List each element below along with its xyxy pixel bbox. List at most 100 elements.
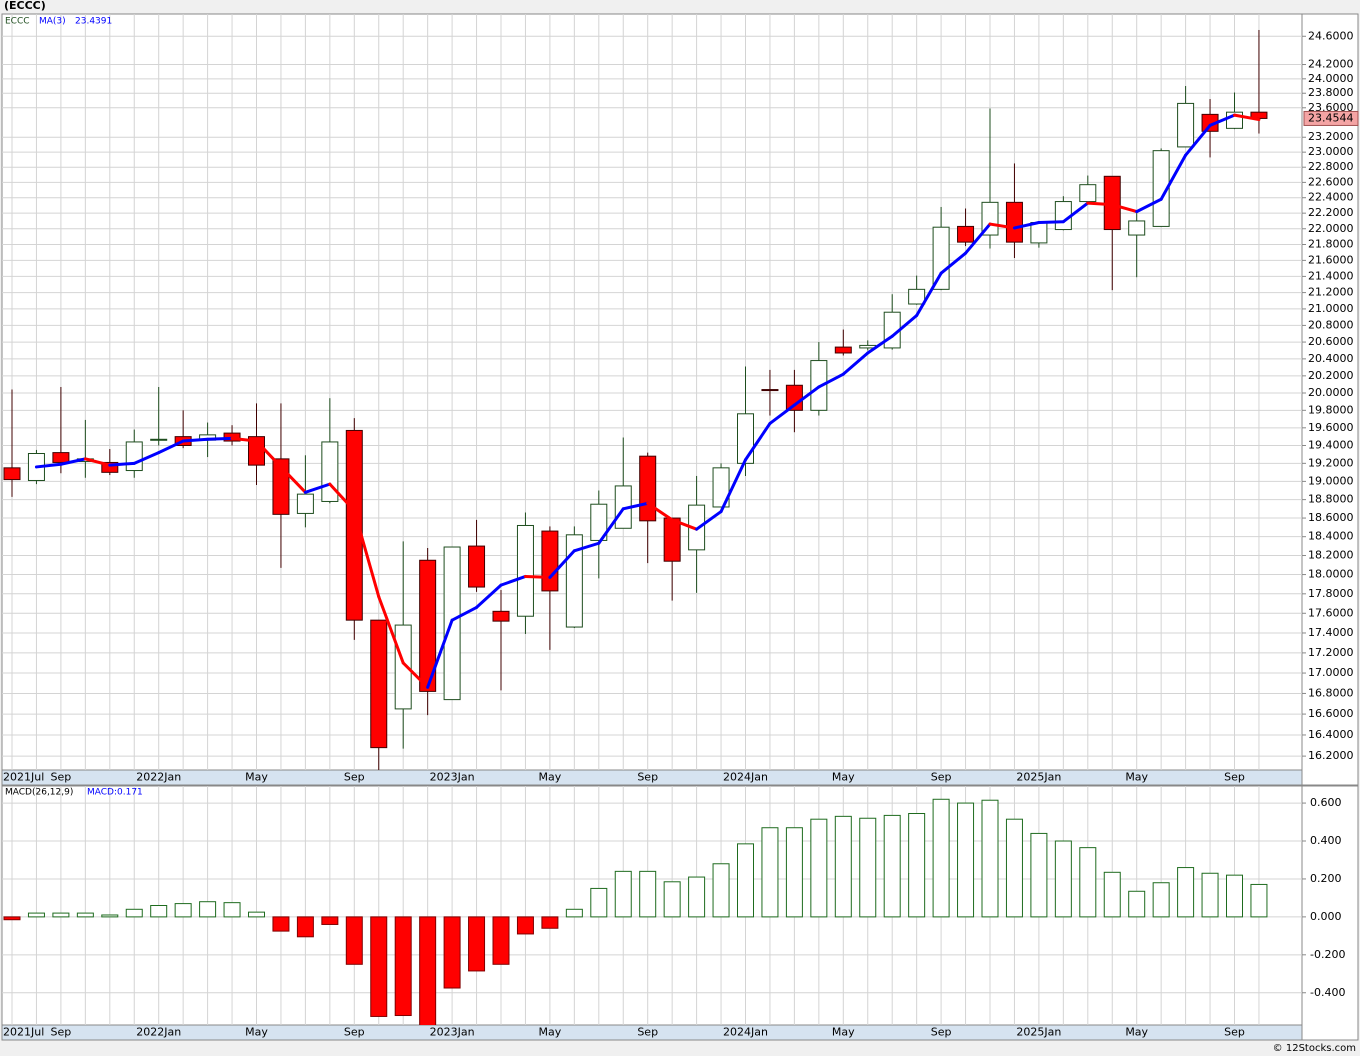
x-tick-label: Sep bbox=[1224, 771, 1245, 784]
macd-bar bbox=[125, 908, 143, 918]
macd-bar bbox=[761, 827, 779, 918]
ma-segment bbox=[279, 465, 307, 494]
ma-segment bbox=[377, 595, 405, 665]
y-tick-label: -0.200 bbox=[1310, 948, 1345, 961]
y-tick-label: 23.2000 bbox=[1308, 130, 1354, 143]
candle-body bbox=[419, 559, 437, 692]
ma-segment bbox=[181, 437, 210, 443]
x-tick-label: 2021Jul bbox=[3, 1026, 44, 1039]
ma-segment bbox=[1086, 201, 1114, 207]
ma-segment bbox=[1012, 221, 1041, 230]
candle-body bbox=[639, 455, 657, 522]
macd-bar bbox=[370, 916, 388, 1017]
macd-bar bbox=[614, 870, 632, 918]
y-tick-label: 19.6000 bbox=[1308, 421, 1354, 434]
y-tick-label: 20.4000 bbox=[1308, 352, 1354, 365]
price-tag-label: 23.4544 bbox=[1308, 111, 1354, 124]
macd-title: MACD(26,12,9) bbox=[5, 788, 73, 798]
ma-segment bbox=[1233, 113, 1261, 122]
macd-bar bbox=[688, 876, 706, 918]
y-tick-label: 20.8000 bbox=[1308, 318, 1354, 331]
y-tick-label: 19.0000 bbox=[1308, 474, 1354, 487]
macd-bar bbox=[859, 817, 877, 918]
candle-body bbox=[957, 225, 975, 243]
candle-body bbox=[737, 413, 754, 464]
candle-body bbox=[345, 429, 363, 621]
x-tick-label: Sep bbox=[344, 1026, 365, 1039]
macd-bar bbox=[810, 818, 828, 918]
ma-segment bbox=[108, 461, 136, 467]
x-tick-label: May bbox=[1125, 771, 1148, 784]
ma-segment bbox=[59, 457, 87, 466]
macd-bar bbox=[1005, 818, 1023, 918]
ma-segment bbox=[303, 482, 332, 494]
macd-legend: MACD:0.171 bbox=[87, 788, 143, 798]
y-tick-label: 23.6000 bbox=[1308, 101, 1354, 114]
x-tick-label: Sep bbox=[637, 771, 658, 784]
y-tick-label: 16.8000 bbox=[1308, 686, 1354, 699]
y-tick-label: 17.0000 bbox=[1308, 666, 1354, 679]
price-tag bbox=[1303, 110, 1359, 126]
macd-bar bbox=[296, 916, 314, 938]
candle-body bbox=[1128, 220, 1146, 236]
candle-body bbox=[516, 524, 534, 617]
macd-bar bbox=[1177, 867, 1195, 918]
ma-segment bbox=[401, 661, 430, 689]
ma-segment bbox=[572, 541, 601, 553]
ma-segment bbox=[255, 439, 283, 469]
macd-bar bbox=[932, 798, 950, 918]
macd-bar bbox=[541, 916, 559, 929]
macd-bar bbox=[663, 881, 681, 918]
candle-body bbox=[1005, 201, 1023, 243]
ma-segment bbox=[83, 457, 112, 467]
y-tick-label: 23.8000 bbox=[1308, 86, 1354, 99]
macd-bar bbox=[1201, 872, 1219, 918]
x-tick-label: Sep bbox=[344, 771, 365, 784]
y-tick-label: 0.000 bbox=[1310, 910, 1342, 923]
x-tick-label: 2024Jan bbox=[723, 1026, 768, 1039]
ma-segment bbox=[352, 509, 381, 599]
candle-body bbox=[52, 452, 70, 463]
ma-segment bbox=[1159, 153, 1188, 201]
ma-segment bbox=[1135, 197, 1163, 214]
macd-bar bbox=[1030, 832, 1048, 918]
y-tick-label: 22.8000 bbox=[1308, 160, 1354, 173]
x-tick-label: 2025Jan bbox=[1016, 771, 1061, 784]
macd-bar bbox=[1128, 890, 1146, 918]
macd-bar bbox=[223, 902, 241, 918]
ma-segment bbox=[890, 314, 919, 338]
ma-segment bbox=[841, 351, 870, 376]
macd-bar bbox=[1054, 840, 1072, 918]
y-tick-label: 17.6000 bbox=[1308, 606, 1354, 619]
price-plot bbox=[2, 14, 1302, 770]
macd-bar bbox=[468, 916, 486, 972]
ma-segment bbox=[450, 605, 479, 622]
candle-body bbox=[908, 288, 926, 305]
y-tick-label: 16.6000 bbox=[1308, 707, 1354, 720]
macd-bar bbox=[174, 903, 192, 918]
ma-segment bbox=[548, 549, 576, 579]
ma-segment bbox=[719, 458, 747, 514]
macd-bar bbox=[321, 916, 339, 925]
y-tick-label: 0.600 bbox=[1310, 796, 1342, 809]
y-tick-label: 22.4000 bbox=[1308, 191, 1354, 204]
candle-body bbox=[125, 441, 143, 472]
ma-segment bbox=[866, 334, 894, 355]
symbol-label: ECCC bbox=[5, 17, 30, 27]
y-tick-label: 17.4000 bbox=[1308, 626, 1354, 639]
macd-bar bbox=[1152, 882, 1170, 918]
macd-bar bbox=[957, 802, 975, 918]
ma-segment bbox=[695, 510, 723, 531]
macd-bar bbox=[443, 916, 461, 989]
x-tick-label: 2023Jan bbox=[430, 771, 475, 784]
ma-segment bbox=[670, 518, 699, 531]
macd-bar bbox=[908, 813, 926, 918]
y-tick-label: 18.6000 bbox=[1308, 511, 1354, 524]
y-tick-label: 18.4000 bbox=[1308, 530, 1354, 543]
x-tick-label: Sep bbox=[1224, 1026, 1245, 1039]
y-tick-label: 20.6000 bbox=[1308, 335, 1354, 348]
macd-bar bbox=[1226, 874, 1243, 918]
candle-body bbox=[712, 467, 730, 508]
ma-segment bbox=[646, 501, 674, 522]
